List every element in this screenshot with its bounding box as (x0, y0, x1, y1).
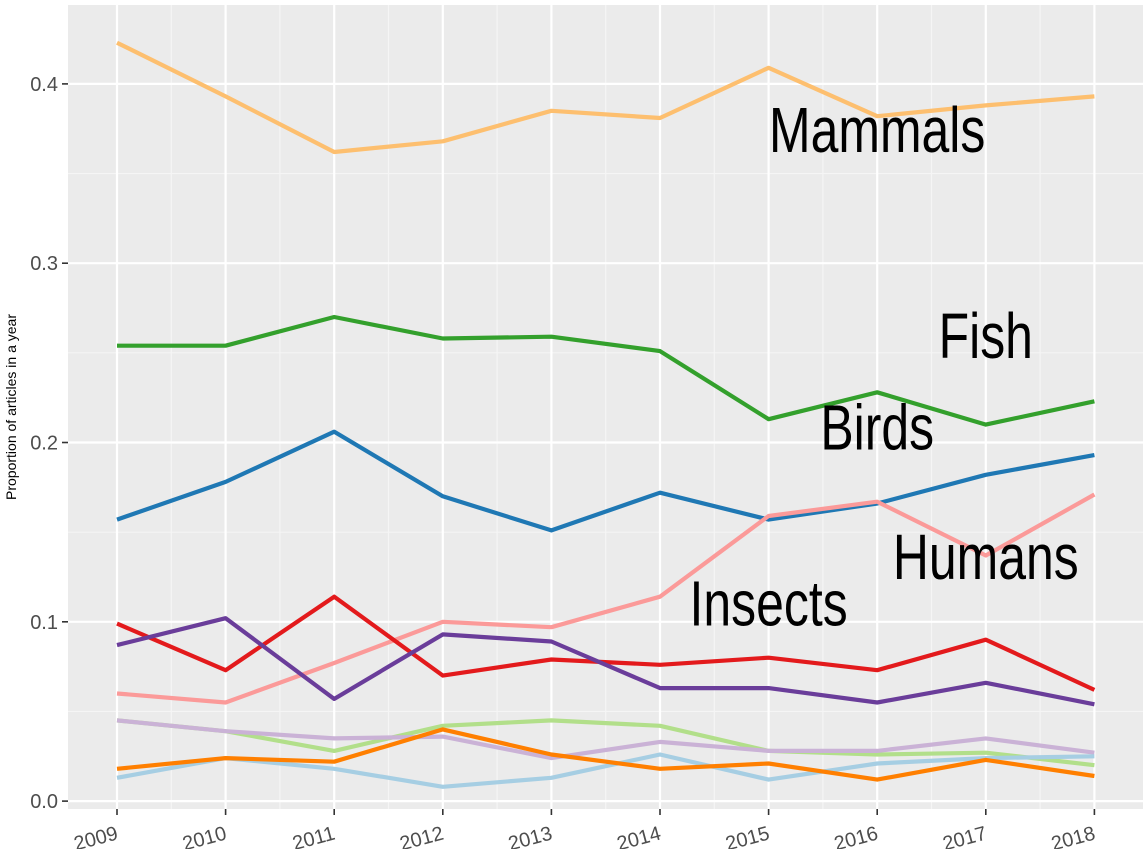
y-tick-label: 0.3 (30, 253, 58, 275)
y-tick-label: 0.4 (30, 74, 58, 96)
x-tick-label: 2017 (940, 823, 989, 849)
y-tick-label: 0.2 (30, 433, 58, 455)
y-tick-label: 0.0 (30, 791, 58, 813)
x-tick-label: 2011 (290, 823, 337, 849)
annotation-birds: Birds (820, 393, 934, 464)
annotation-humans: Humans (893, 522, 1079, 593)
x-tick-label: 2018 (1049, 823, 1098, 849)
annotation-mammals: Mammals (769, 95, 985, 166)
annotation-insects: Insects (690, 569, 848, 640)
y-axis-title: Proportion of articles in a year (3, 314, 19, 500)
x-tick-label: 2010 (180, 823, 229, 849)
x-tick-label: 2016 (832, 823, 881, 849)
x-tick-label: 2015 (723, 823, 772, 849)
y-tick-label: 0.1 (30, 612, 58, 634)
x-tick-label: 2012 (397, 823, 446, 849)
y-tick-labels: 0.0 0.1 0.2 0.3 0.4 (30, 74, 58, 813)
x-tick-label: 2014 (615, 823, 664, 849)
annotation-fish: Fish (939, 301, 1033, 372)
x-tick-labels: 2009 2010 2011 2012 2013 2014 2015 2016 2017 2018 (72, 823, 1098, 849)
x-tick-label: 2009 (72, 823, 121, 849)
x-tick-label: 2013 (506, 823, 555, 849)
